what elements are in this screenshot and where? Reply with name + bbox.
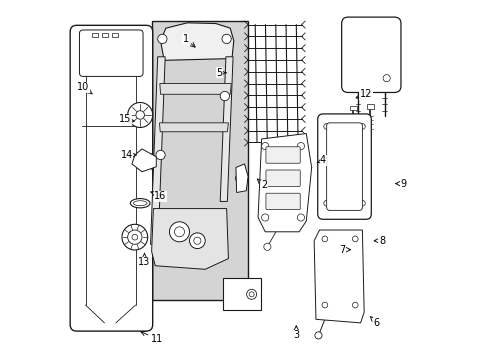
Circle shape [352,236,357,242]
Circle shape [261,143,268,150]
Text: 4: 4 [316,156,325,165]
Polygon shape [160,23,233,60]
Bar [112,33,118,37]
Text: 11: 11 [141,332,163,344]
Circle shape [136,111,144,119]
Circle shape [220,91,229,101]
Text: 15: 15 [119,114,134,124]
Circle shape [193,237,201,244]
Polygon shape [160,84,231,94]
FancyBboxPatch shape [80,30,143,76]
Circle shape [157,34,166,44]
Text: 13: 13 [138,253,150,267]
Circle shape [297,143,304,150]
FancyBboxPatch shape [326,123,362,210]
Circle shape [352,302,357,308]
FancyBboxPatch shape [341,17,400,93]
Bar [223,278,260,310]
Circle shape [261,214,268,221]
Text: 5: 5 [216,68,225,78]
Circle shape [235,173,246,184]
Circle shape [248,292,254,297]
FancyBboxPatch shape [70,25,152,331]
Polygon shape [235,164,247,193]
Ellipse shape [130,199,150,208]
Circle shape [169,222,189,242]
Polygon shape [220,57,233,202]
Text: 8: 8 [373,236,385,246]
Text: 10: 10 [77,82,92,94]
Circle shape [238,176,243,181]
Text: 2: 2 [257,179,267,190]
Circle shape [322,236,327,242]
Bar [92,33,98,37]
FancyBboxPatch shape [265,147,300,163]
Circle shape [156,150,165,159]
Circle shape [189,233,205,249]
Circle shape [297,214,304,221]
Circle shape [263,243,270,250]
Bar [366,104,373,109]
Polygon shape [150,57,165,244]
Circle shape [314,332,322,339]
FancyBboxPatch shape [265,170,300,186]
Circle shape [127,230,142,244]
Circle shape [359,123,365,129]
Text: 3: 3 [293,326,299,341]
Bar [349,106,356,111]
Ellipse shape [133,201,147,206]
Circle shape [222,34,231,44]
Polygon shape [151,208,228,269]
Circle shape [246,289,256,299]
Text: 14: 14 [120,150,136,160]
Circle shape [174,227,184,237]
Bar [102,33,108,37]
Text: 1: 1 [182,34,195,47]
Polygon shape [313,230,364,323]
Polygon shape [132,149,156,172]
Circle shape [322,302,327,308]
Circle shape [132,234,138,240]
Circle shape [122,224,147,250]
Text: 12: 12 [355,89,371,99]
Text: 6: 6 [370,317,379,328]
Bar [151,21,247,300]
Circle shape [323,123,329,129]
FancyBboxPatch shape [265,193,300,210]
Text: 16: 16 [150,191,166,201]
Circle shape [382,75,389,82]
Circle shape [127,103,152,127]
Circle shape [359,201,365,206]
Polygon shape [258,134,311,232]
Text: 7: 7 [339,245,350,255]
Polygon shape [159,123,228,132]
Text: 9: 9 [395,179,406,189]
Circle shape [323,201,329,206]
FancyBboxPatch shape [317,114,370,219]
